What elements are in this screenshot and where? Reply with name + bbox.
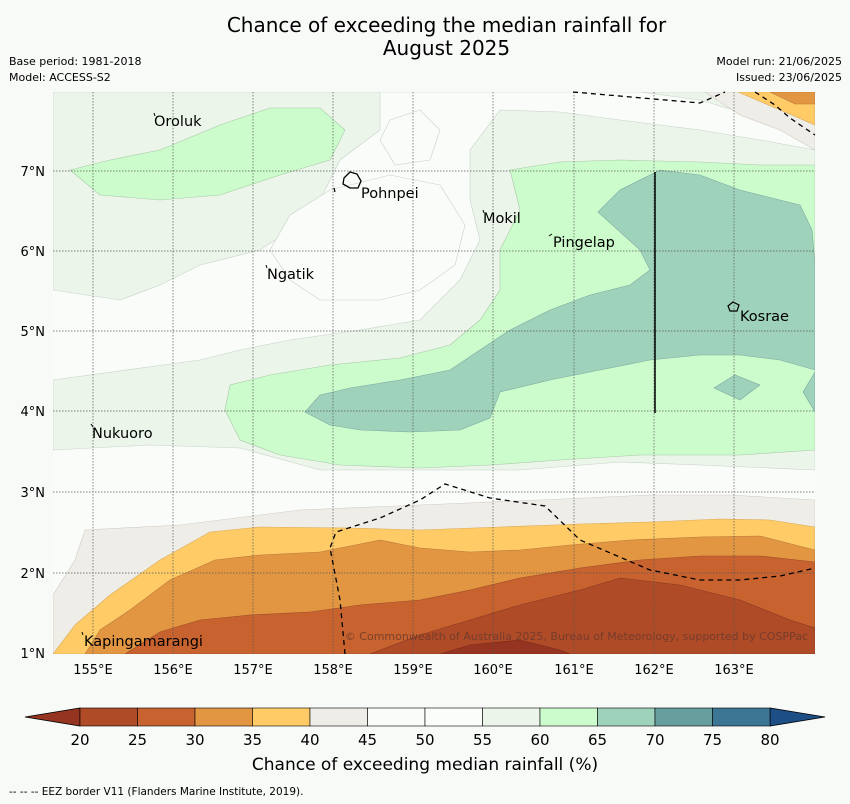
- kapingamarangi-marker: [81, 631, 84, 636]
- lon-tick-labels: 155°E 156°E 157°E 158°E 159°E 160°E 161°…: [73, 663, 754, 678]
- colorbar-segment: [79, 707, 138, 727]
- colorbar-segment: [424, 707, 483, 727]
- lat-tick: 2°N: [21, 567, 46, 582]
- colorbar-under-triangle: [24, 707, 81, 727]
- ngatik-marker: [265, 264, 268, 269]
- title-line-2: August 2025: [382, 36, 511, 60]
- lon-tick: 161°E: [554, 663, 594, 678]
- colorbar-tick-label: 55: [473, 731, 492, 749]
- colorbar-tick-label: 65: [588, 731, 607, 749]
- footer-note: -- -- -- EEZ border V11 (Flanders Marine…: [9, 786, 304, 798]
- label-pingelap: Pingelap: [553, 235, 615, 251]
- contour-fields: [53, 92, 815, 654]
- colorbar-segment: [654, 707, 713, 727]
- label-ngatik: Ngatik: [267, 267, 315, 283]
- eez-borders: [329, 91, 816, 655]
- lat-tick-labels: 7°N 6°N 5°N 4°N 3°N 2°N 1°N: [21, 165, 46, 662]
- title-line-1: Chance of exceeding the median rainfall …: [226, 13, 667, 37]
- colorbar: 20 25 30 35 40 45 50 55 60 65 70 75 80: [24, 707, 826, 749]
- contour-65-70-island: [713, 374, 761, 401]
- mokil-marker: [482, 209, 485, 214]
- base-period: Base period: 1981-2018: [9, 55, 142, 68]
- label-oroluk: Oroluk: [154, 114, 202, 130]
- kosrae-island-shape: [727, 301, 740, 312]
- white-pocket-pohnpei: [269, 174, 466, 301]
- label-pohnpei: Pohnpei: [361, 186, 419, 202]
- colorbar-segment: [597, 707, 656, 727]
- colorbar-tick-label: 45: [358, 731, 377, 749]
- lon-tick: 155°E: [73, 663, 113, 678]
- colorbar-over-triangle: [769, 707, 826, 727]
- oroluk-marker: [153, 112, 156, 117]
- contour-65-70-east: [802, 371, 815, 413]
- lon-tick: 163°E: [714, 663, 754, 678]
- issued-date: Issued: 23/06/2025: [735, 71, 842, 84]
- lon-tick: 162°E: [634, 663, 674, 678]
- colorbar-tick-label: 40: [300, 731, 319, 749]
- lat-tick: 1°N: [21, 647, 46, 662]
- model-run: Model run: 21/06/2025: [716, 55, 842, 68]
- lat-tick: 6°N: [21, 245, 46, 260]
- colorbar-tick-label: 80: [760, 731, 779, 749]
- pingelap-marker: [548, 233, 553, 237]
- lon-tick: 160°E: [473, 663, 513, 678]
- colorbar-tick-label: 70: [645, 731, 664, 749]
- contour-65-70: [304, 169, 815, 433]
- colorbar-segment: [252, 707, 311, 727]
- nukuoro-marker: [90, 423, 94, 428]
- colorbar-label: Chance of exceeding median rainfall (%): [251, 755, 599, 775]
- colorbar-segment: [367, 707, 426, 727]
- colorbar-segment: [309, 707, 368, 727]
- contour-below-20: [439, 639, 571, 654]
- lat-tick: 7°N: [21, 165, 46, 180]
- lat-tick: 4°N: [21, 405, 46, 420]
- contour-20-25: [369, 577, 815, 654]
- lat-tick: 3°N: [21, 486, 46, 501]
- colorbar-tick-label: 20: [70, 731, 89, 749]
- lon-tick: 159°E: [393, 663, 433, 678]
- colorbar-segment: [194, 707, 253, 727]
- colorbar-tick-label: 60: [530, 731, 549, 749]
- chart-title: Chance of exceeding the median rainfall …: [0, 14, 850, 60]
- lat-tick: 5°N: [21, 325, 46, 340]
- contour-30-35-ne: [769, 92, 815, 105]
- lon-tick: 157°E: [233, 663, 273, 678]
- colorbar-tick-label: 30: [185, 731, 204, 749]
- meta-right: Model run: 21/06/2025 Issued: 23/06/2025: [716, 54, 842, 86]
- colorbar-segment: [482, 707, 541, 727]
- pohnpei-islet: [333, 187, 336, 193]
- colorbar-tick-label: 50: [415, 731, 434, 749]
- meta-left: Base period: 1981-2018 Model: ACCESS-S2: [9, 54, 141, 86]
- lon-tick: 156°E: [153, 663, 193, 678]
- colorbar-segment: [539, 707, 598, 727]
- pohnpei-island-shape: [342, 171, 362, 189]
- model-name: Model: ACCESS-S2: [9, 71, 111, 84]
- gridlines: [53, 92, 815, 654]
- contour-60-65-north: [69, 107, 346, 201]
- label-nukuoro: Nukuoro: [92, 426, 153, 442]
- lon-tick: 158°E: [313, 663, 353, 678]
- colorbar-tick-label: 75: [703, 731, 722, 749]
- colorbar-tick-label: 25: [128, 731, 147, 749]
- label-kosrae: Kosrae: [740, 309, 789, 325]
- white-pocket-north: [379, 109, 441, 166]
- label-kapingamarangi: Kapingamarangi: [84, 634, 203, 650]
- colorbar-segment: [137, 707, 196, 727]
- colorbar-tick-label: 35: [243, 731, 262, 749]
- colorbar-segment: [712, 707, 771, 727]
- label-mokil: Mokil: [483, 211, 521, 227]
- copyright-note: © Commonwealth of Australia 2025, Bureau…: [345, 630, 808, 643]
